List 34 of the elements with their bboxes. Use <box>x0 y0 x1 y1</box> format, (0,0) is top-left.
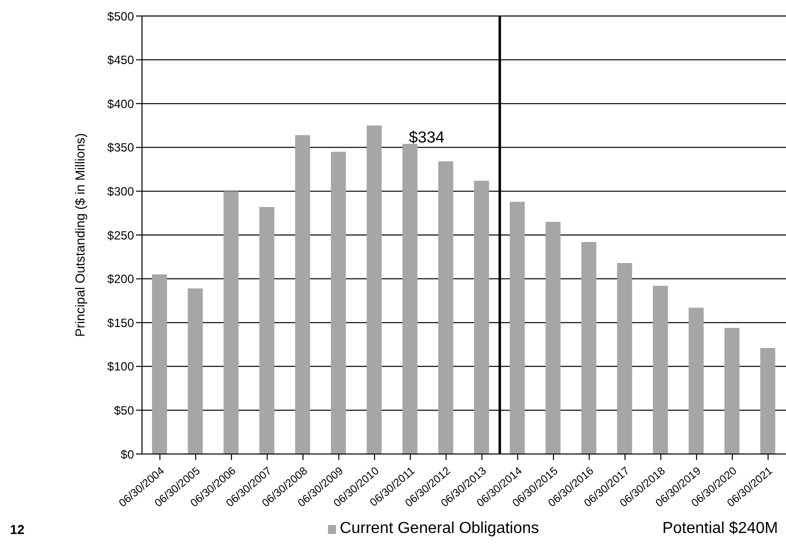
bar <box>760 348 776 454</box>
y-tick-label: $250 <box>107 228 134 242</box>
annotation: $334 <box>408 129 445 146</box>
bar <box>295 135 310 454</box>
bar <box>330 152 346 454</box>
bar <box>366 126 382 454</box>
bar <box>581 242 596 454</box>
y-tick-label: $50 <box>114 403 134 418</box>
y-tick-label: $0 <box>120 447 134 462</box>
bar <box>188 288 203 454</box>
y-axis-title: Principal Outstanding ($ in Millions) <box>72 133 88 337</box>
text: 12 <box>10 522 24 536</box>
y-tick-label: $100 <box>107 360 134 374</box>
y-tick-label: $150 <box>107 316 134 330</box>
legend-label: Current General Obligations <box>338 520 540 538</box>
bar <box>546 222 561 454</box>
y-tick-label: $500 <box>107 9 134 24</box>
bar <box>652 286 668 454</box>
y-tick-label: $400 <box>107 96 134 111</box>
bar <box>259 206 274 454</box>
bar <box>510 202 525 454</box>
y-tick-label: $300 <box>107 184 134 198</box>
bar <box>224 191 239 454</box>
y-tick-label: $350 <box>107 140 134 155</box>
bar <box>152 274 167 454</box>
bar <box>724 328 740 454</box>
bar <box>438 161 454 454</box>
y-tick-label: $450 <box>107 53 134 68</box>
bar <box>474 180 489 454</box>
bar <box>402 144 418 454</box>
bar <box>688 308 704 454</box>
y-tick-label: $200 <box>107 272 134 286</box>
bar <box>617 263 632 454</box>
text: Potential $240M <box>662 520 778 538</box>
